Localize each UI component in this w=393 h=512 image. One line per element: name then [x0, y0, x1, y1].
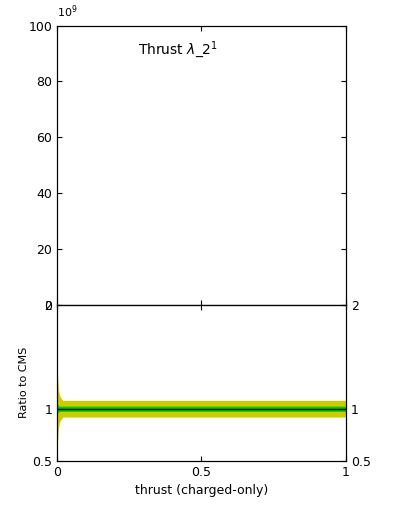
X-axis label: thrust (charged-only): thrust (charged-only)	[135, 484, 268, 497]
Text: $10^9$: $10^9$	[57, 4, 78, 20]
Text: Thrust $\lambda\_2^1$: Thrust $\lambda\_2^1$	[138, 39, 218, 60]
Y-axis label: Ratio to CMS: Ratio to CMS	[19, 347, 29, 418]
